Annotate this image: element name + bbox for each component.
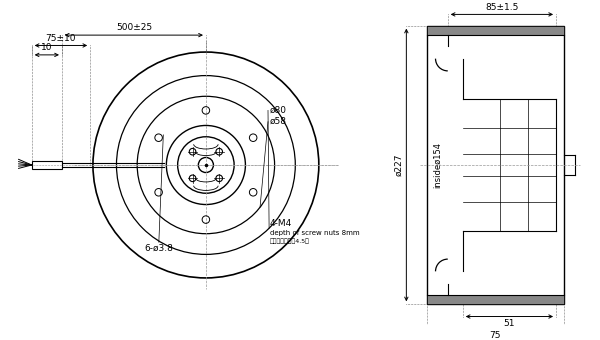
Bar (427, 295, 563, 304)
Bar (427, 26, 563, 304)
Text: 4-M4: 4-M4 (270, 219, 292, 228)
Text: ø58: ø58 (270, 117, 287, 126)
Text: 6-ø3.8: 6-ø3.8 (145, 243, 173, 252)
Text: ø80: ø80 (270, 106, 287, 115)
Bar (427, 26, 563, 35)
Text: 75±10: 75±10 (46, 34, 76, 42)
Text: 贪套深度不小于4.5小: 贪套深度不小于4.5小 (270, 238, 310, 244)
Bar (32, 161, 62, 169)
Text: ø227: ø227 (395, 154, 404, 176)
Text: 75: 75 (490, 330, 501, 340)
Text: 500±25: 500±25 (116, 23, 152, 32)
Text: 10: 10 (41, 43, 53, 52)
Text: insideø154: insideø154 (433, 142, 442, 188)
Text: depth of screw nuts 8mm: depth of screw nuts 8mm (270, 230, 359, 236)
Text: 51: 51 (503, 319, 515, 328)
Text: 85±1.5: 85±1.5 (485, 3, 518, 12)
